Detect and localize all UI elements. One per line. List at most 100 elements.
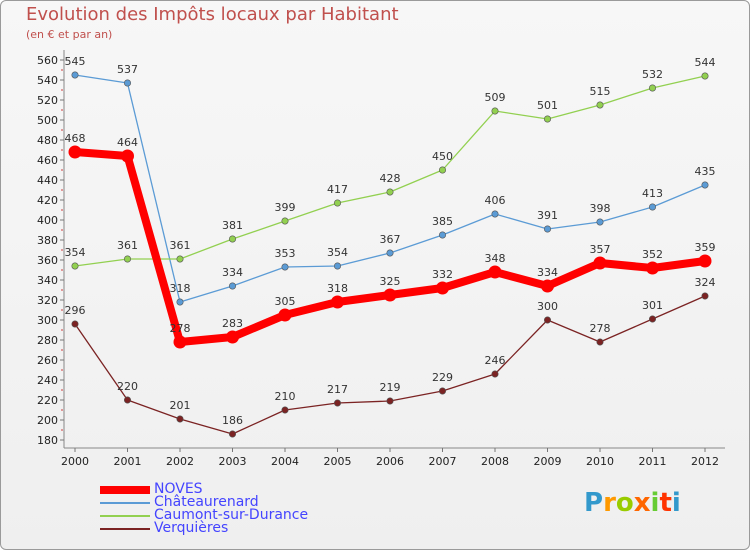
data-point [491,210,499,218]
x-tick-label: 2001 [114,455,142,468]
data-point [596,218,604,226]
y-tick-label: 240 [37,374,58,387]
data-point [648,203,656,211]
y-tick-label: 400 [37,214,58,227]
data-label: 545 [65,55,86,68]
x-tick-label: 2012 [691,455,719,468]
data-point [333,199,341,207]
data-label: 417 [327,183,348,196]
x-tick-label: 2006 [376,455,404,468]
data-point [331,295,344,309]
logo-letter: x [633,488,651,518]
data-label: 229 [432,371,453,384]
data-point [596,101,604,109]
data-label: 450 [432,150,453,163]
data-label: 361 [117,239,138,252]
data-label: 301 [642,299,663,312]
legend-swatch [100,502,150,504]
data-label: 413 [642,187,663,200]
data-label: 210 [275,390,296,403]
data-point [593,256,607,270]
data-point [543,225,551,233]
y-tick-label: 500 [37,114,58,127]
y-tick-label: 540 [37,74,58,87]
chart-subtitle: (en € et par an) [26,28,113,41]
data-point [226,330,239,344]
logo-letter: o [615,488,634,518]
data-point [229,430,237,438]
data-point [68,145,82,159]
data-point [386,397,394,405]
data-label: 537 [117,63,138,76]
data-label: 367 [380,233,401,246]
y-tick-label: 320 [37,294,58,307]
legend-swatch [100,486,150,494]
data-label: 381 [222,219,243,232]
data-point [71,320,79,328]
chart-title: Evolution des Impôts locaux par Habitant [26,4,399,25]
series-caumont-sur-durance [71,72,709,270]
data-point [281,406,289,414]
data-point [488,265,502,279]
data-label: 385 [432,215,453,228]
data-point [121,149,134,163]
data-point [278,308,292,322]
data-point [596,338,604,346]
data-label: 398 [590,202,611,215]
x-tick-label: 2010 [586,455,614,468]
y-tick-label: 520 [37,94,58,107]
data-label: 354 [327,246,348,259]
data-point [438,231,446,239]
legend-label: Verquières [154,520,229,536]
x-tick-label: 2009 [534,455,562,468]
data-label: 501 [537,99,558,112]
logo-letter: i [671,488,681,518]
data-point [648,315,656,323]
data-label: 217 [327,383,348,396]
data-point [71,71,79,79]
y-tick-label: 180 [37,434,58,447]
data-label: 278 [170,322,191,335]
legend-label: NOVES [154,481,203,497]
y-tick-label: 260 [37,354,58,367]
legend-swatch [100,528,150,530]
series-noves [68,145,712,349]
data-label: 334 [537,266,558,279]
data-label: 515 [590,85,611,98]
data-point [543,115,551,123]
y-tick-label: 300 [37,314,58,327]
data-label: 246 [485,354,506,367]
y-tick-label: 560 [37,54,58,67]
data-point [491,370,499,378]
y-tick-label: 200 [37,414,58,427]
y-tick-label: 380 [37,234,58,247]
data-point [438,387,446,395]
data-label: 352 [642,248,663,261]
data-label: 283 [222,317,243,330]
data-label: 353 [275,247,296,260]
data-label: 278 [590,322,611,335]
proxiti-logo: Proxiti [584,488,681,518]
data-label: 318 [170,282,191,295]
y-tick-label: 220 [37,394,58,407]
data-point [333,399,341,407]
data-label: 334 [222,266,243,279]
data-point [701,181,709,189]
x-tick-label: 2005 [324,455,352,468]
data-point [281,217,289,225]
data-point [229,282,237,290]
data-point [173,335,187,349]
y-tick-label: 420 [37,194,58,207]
logo-letter: t [659,488,672,518]
data-label: 544 [695,56,716,69]
data-label: 186 [222,414,243,427]
series-verqui-res [71,292,709,438]
data-label: 532 [642,68,663,81]
data-label: 332 [432,268,453,281]
x-tick-label: 2000 [61,455,89,468]
x-tick-label: 2007 [429,455,457,468]
data-point [491,107,499,115]
series-ch-teaurenard [71,71,709,306]
data-point [386,249,394,257]
